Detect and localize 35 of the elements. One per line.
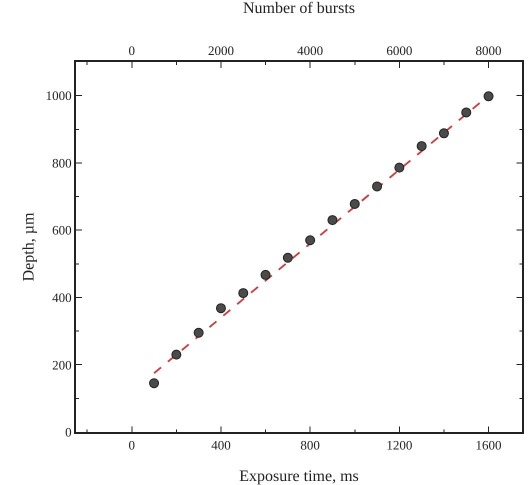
y-axis-title: Depth, µm (20, 212, 38, 282)
point (394, 162, 404, 173)
x-tick-label: 0 (128, 437, 135, 452)
y-tick-label: 200 (52, 357, 72, 372)
point (372, 181, 382, 192)
point (260, 270, 271, 280)
x2-tick-label: 6000 (386, 43, 412, 58)
point (438, 128, 449, 138)
point (461, 107, 472, 118)
x-axis-title: Exposure time, ms (239, 468, 359, 485)
x2-tick-label: 8000 (476, 43, 502, 58)
y-tick-label: 1000 (46, 88, 72, 104)
point (149, 378, 160, 388)
x-tick-label: 800 (300, 437, 320, 452)
y-tick-label: 800 (52, 155, 72, 170)
point (282, 252, 293, 263)
x-tick-label: 400 (211, 437, 231, 452)
y-tick-label: 0 (65, 424, 72, 440)
point (416, 141, 427, 152)
x-tick-label: 1600 (476, 437, 502, 452)
x2-tick-label: 0 (128, 43, 135, 58)
x2-tick-label: 4000 (297, 43, 324, 58)
point (238, 288, 248, 298)
point (171, 350, 182, 360)
point (216, 303, 226, 314)
x-tick-label: 1200 (386, 437, 412, 452)
point (305, 235, 316, 246)
point (194, 328, 204, 338)
point (484, 91, 494, 102)
x2-tick-label: 2000 (208, 43, 234, 58)
y-tick-label: 600 (52, 222, 72, 238)
x2-axis-title: Number of bursts (243, 0, 355, 17)
point (350, 198, 360, 209)
point (327, 215, 338, 226)
y-tick-label: 400 (52, 290, 72, 305)
